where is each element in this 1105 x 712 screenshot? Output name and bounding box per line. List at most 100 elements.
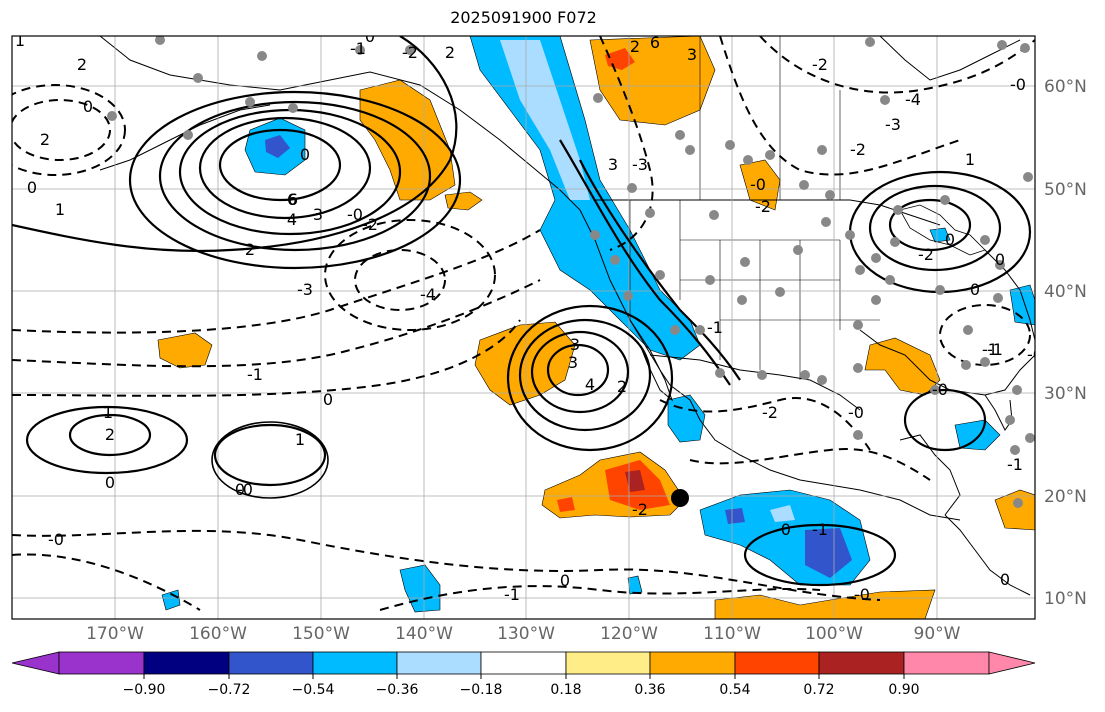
contour-label: -0 [237,480,253,499]
colorbar-segment [818,651,905,675]
contour-label: -0 [1027,345,1043,364]
contour-label: 4 [287,210,297,229]
contour-label: 0 [105,473,115,492]
contour-label: 0 [27,178,37,197]
lon-label: 170°W [86,624,144,644]
orange-spot-ocean-2 [444,191,483,211]
colorbar-tick-label: 0.18 [550,682,582,698]
low-trough-2 [12,279,541,368]
contour-label: 2 [617,377,627,396]
blue-spot-gulf [954,419,1001,451]
nw-low-c1 [12,84,126,176]
contour-label: 1 [295,430,305,449]
lon-label: 130°W [497,624,555,644]
contour-label: 3 [568,353,578,372]
colorbar-segment [734,651,820,675]
contour-label: -0 [48,530,64,549]
lat-label: 60°N [1044,77,1087,97]
indigo-spot-pacific-2 [725,508,745,524]
pac-high-e-c0 [211,421,329,499]
contour-label: -1 [987,340,1003,359]
lon-label: 120°W [600,624,658,644]
blue-spot-south-1 [399,564,441,613]
us-mexico-border [649,354,861,411]
contour-label: -0 [932,380,948,399]
contour-label: 6 [650,33,660,52]
contour-label: 1 [15,31,25,50]
contour-label: 2 [105,425,115,444]
baja-high-c2 [518,318,652,432]
contour-label: 3 [313,205,323,224]
central-low-c4 [354,249,446,311]
contour-label: 0 [300,145,310,164]
ne-high-c2 [868,184,1002,272]
colorbar-extend-right [988,651,1036,675]
colorbar-tick-label: 0.90 [888,682,920,698]
alaska-high-c3 [158,100,432,252]
contour-labels: 1 2 0 2 0 -2 2 -1 -2 6 6 2 3 -4 -3 -2 3 … [15,27,1043,604]
light-blue-region-coast [500,40,590,200]
colorbar-tick-label: −0.54 [291,682,335,698]
canada-low-2 [719,36,961,176]
contour-label: 0 [945,230,955,249]
orange-spot-ocean [157,332,213,369]
light-blue-spot-pacific [770,505,795,522]
lat-label: 20°N [1044,487,1087,507]
colorbar-tick-label: 0.36 [634,682,666,698]
contour-label: -1 [247,365,263,384]
lon-label: 140°W [395,624,453,644]
contour-label: 1 [965,150,975,169]
colorbar-tick-label: −0.72 [207,682,251,698]
indigo-spot-alaska [265,135,290,158]
colorbar-segment [649,651,736,675]
blue-spot-lakes [929,227,951,243]
alaska-high-c1 [12,36,458,253]
pac-high-w-c1 [25,405,189,475]
blue-spot-south-2 [161,589,181,611]
contour-label: -2 [755,197,771,216]
yucatan-coast [899,434,961,516]
alaska-high-c6 [218,128,342,202]
pac-south-c1 [743,523,897,587]
mexico-low-1 [659,397,871,451]
colorbar-segment [58,651,145,675]
contour-label: -2 [632,500,648,519]
hudson-coast [879,36,1021,81]
central-low-c3 [324,219,496,331]
contour-label: 0 [365,27,375,46]
colorbar-ticks [143,674,905,679]
contour-label: -1 [504,585,520,604]
baja-high-c1 [506,304,674,452]
contour-label: -4 [905,90,921,109]
contour-label: 0 [1000,570,1010,589]
contour-label: 0 [560,571,570,590]
lon-label: 160°W [189,624,247,644]
pac-high-e-c1 [213,423,327,487]
colorbar-segment [565,651,651,675]
colorbar-extend-left [11,651,60,675]
colorbar-segment [143,651,230,675]
dashed-contours [12,36,1035,611]
contour-label: -2 [850,140,866,159]
pac-high-w-c2 [68,413,152,457]
contour-label: 2 [77,55,87,74]
gridlines [12,36,1035,619]
gulf-high-c1 [903,388,987,452]
coastal-ridge [579,159,741,381]
baja-high-c4 [546,343,610,397]
south-dash-3 [379,585,821,611]
contour-label: 2 [630,37,640,56]
colorbar-tick-label: −0.90 [122,682,166,698]
colorbar [11,651,1036,675]
contour-label: 0 [970,280,980,299]
colorbar-segment [228,651,314,675]
ne-high-c3 [888,198,972,252]
contour-label: -3 [632,155,648,174]
orange-region-east [994,489,1035,531]
colorbar-segment [312,651,398,675]
contour-label: -2 [762,403,778,422]
lon-label: 90°W [913,624,961,644]
nw-low-c2 [12,99,111,161]
contour-label: -1 [982,340,998,359]
